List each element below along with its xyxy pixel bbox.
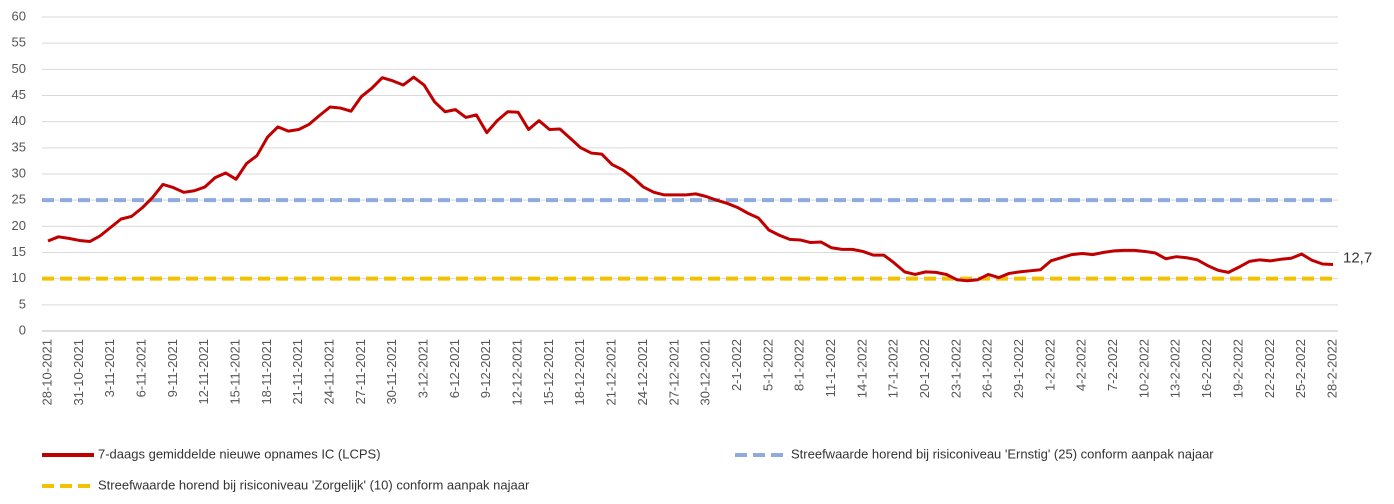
x-tick-label: 21-12-2021 xyxy=(604,339,619,406)
x-tick-label: 2-1-2022 xyxy=(729,339,744,391)
y-tick-label: 50 xyxy=(12,61,26,76)
x-tick-label: 28-2-2022 xyxy=(1324,339,1339,398)
x-tick-label: 27-12-2021 xyxy=(666,339,681,406)
x-tick-label: 30-11-2021 xyxy=(384,339,399,405)
x-tick-label: 9-11-2021 xyxy=(165,339,180,397)
x-tick-label: 7-2-2022 xyxy=(1105,339,1120,391)
x-tick-label: 6-12-2021 xyxy=(447,339,462,398)
legend-label: Streefwaarde horend bij risiconiveau 'Er… xyxy=(791,446,1214,461)
y-tick-label: 15 xyxy=(12,244,26,259)
x-tick-label: 19-2-2022 xyxy=(1230,339,1245,398)
x-tick-label: 13-2-2022 xyxy=(1168,339,1183,398)
y-tick-label: 25 xyxy=(12,192,26,207)
x-tick-label: 25-2-2022 xyxy=(1293,339,1308,398)
x-tick-label: 15-11-2021 xyxy=(227,339,242,405)
x-tick-label: 4-2-2022 xyxy=(1074,339,1089,391)
y-tick-label: 20 xyxy=(12,218,26,233)
x-tick-label: 16-2-2022 xyxy=(1199,339,1214,398)
x-tick-label: 1-2-2022 xyxy=(1042,339,1057,391)
x-tick-label: 28-10-2021 xyxy=(39,339,54,406)
value-label: 12,7 xyxy=(1343,250,1372,267)
x-tick-label: 30-12-2021 xyxy=(698,339,713,406)
x-tick-label: 23-1-2022 xyxy=(948,339,963,398)
y-tick-label: 10 xyxy=(12,270,26,285)
x-tick-label: 24-12-2021 xyxy=(635,339,650,406)
y-tick-label: 55 xyxy=(12,35,26,50)
x-tick-label: 22-2-2022 xyxy=(1262,339,1277,398)
x-tick-label: 18-11-2021 xyxy=(259,339,274,405)
y-tick-label: 0 xyxy=(19,322,26,337)
data-line xyxy=(47,75,1334,283)
x-tick-label: 21-11-2021 xyxy=(290,339,305,405)
y-tick-label: 40 xyxy=(12,113,26,128)
x-tick-label: 24-11-2021 xyxy=(322,339,337,405)
x-tick-label: 3-11-2021 xyxy=(102,339,117,397)
y-tick-label: 30 xyxy=(12,165,26,180)
x-tick-label: 3-12-2021 xyxy=(416,339,431,398)
x-tick-label: 18-12-2021 xyxy=(572,339,587,406)
x-tick-label: 26-1-2022 xyxy=(980,339,995,398)
x-tick-label: 12-12-2021 xyxy=(510,339,525,406)
legend-label: 7-daags gemiddelde nieuwe opnames IC (LC… xyxy=(98,446,381,461)
x-tick-label: 5-1-2022 xyxy=(760,339,775,391)
x-tick-label: 10-2-2022 xyxy=(1136,339,1151,398)
y-tick-label: 35 xyxy=(12,139,26,154)
x-tick-label: 12-11-2021 xyxy=(196,339,211,405)
x-tick-label: 15-12-2021 xyxy=(541,339,556,406)
x-tick-label: 27-11-2021 xyxy=(353,339,368,405)
x-tick-label: 11-1-2022 xyxy=(823,339,838,397)
y-tick-label: 5 xyxy=(19,296,26,311)
x-tick-label: 17-1-2022 xyxy=(886,339,901,398)
y-tick-label: 45 xyxy=(12,87,26,102)
x-tick-label: 20-1-2022 xyxy=(917,339,932,398)
x-tick-label: 29-1-2022 xyxy=(1011,339,1026,398)
x-tick-label: 9-12-2021 xyxy=(478,339,493,398)
x-tick-label: 6-11-2021 xyxy=(133,339,148,397)
x-tick-label: 14-1-2022 xyxy=(854,339,869,398)
x-tick-label: 8-1-2022 xyxy=(792,339,807,391)
y-tick-label: 60 xyxy=(12,8,26,23)
x-tick-label: 31-10-2021 xyxy=(71,339,86,406)
legend-label: Streefwaarde horend bij risiconiveau 'Zo… xyxy=(98,477,530,492)
